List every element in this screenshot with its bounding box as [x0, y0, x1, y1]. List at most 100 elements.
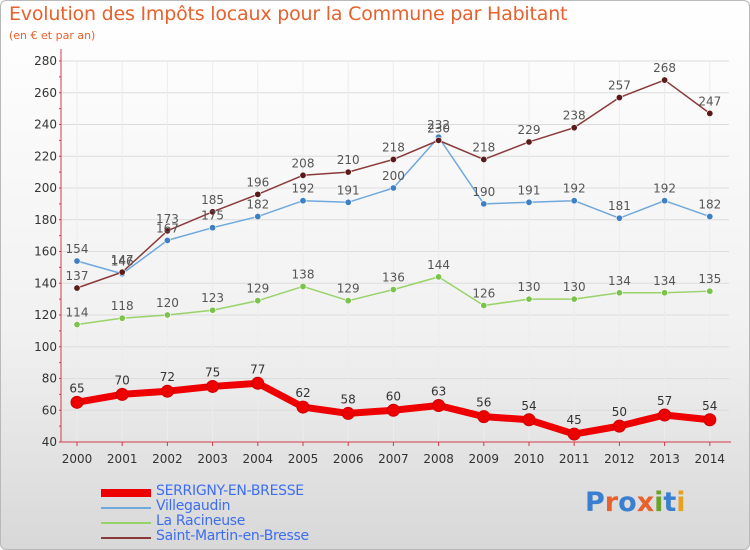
data-point-serrigny-en-bresse: [386, 403, 400, 417]
data-label-la-racineuse: 134: [608, 274, 631, 288]
data-label-la-racineuse: 134: [653, 274, 676, 288]
data-point-serrigny-en-bresse: [567, 427, 581, 441]
legend-swatch-serrigny: [101, 489, 151, 497]
y-tick-label: 180: [34, 213, 57, 227]
data-point-saint-martin-en-bresse: [299, 171, 307, 179]
y-tick-label: 220: [34, 149, 57, 163]
data-point-serrigny-en-bresse: [658, 408, 672, 422]
data-label-saint-martin-en-bresse: 268: [653, 61, 676, 75]
x-tick-label: 2004: [243, 452, 274, 466]
y-tick-label: 260: [34, 86, 57, 100]
data-label-villegaudin: 192: [563, 182, 586, 196]
x-tick-label: 2006: [333, 452, 364, 466]
data-label-serrigny-en-bresse: 72: [160, 370, 175, 384]
legend-item-saint-martin: Saint-Martin-en-Bresse: [101, 528, 361, 545]
data-labels: 114 118 120 123 129 138 129 136 144 126 130 130 134 1…: [66, 61, 722, 427]
data-point-la-racineuse: [163, 311, 171, 319]
y-tick-label: 40: [42, 435, 57, 449]
x-tick-label: 2003: [197, 452, 228, 466]
data-label-saint-martin-en-bresse: 238: [563, 109, 586, 123]
x-tick-label: 2013: [649, 452, 680, 466]
data-label-serrigny-en-bresse: 56: [476, 396, 491, 410]
data-point-saint-martin-en-bresse: [344, 168, 352, 176]
data-point-saint-martin-en-bresse: [389, 155, 397, 163]
data-label-la-racineuse: 138: [292, 267, 315, 281]
data-label-saint-martin-en-bresse: 218: [382, 140, 405, 154]
data-point-saint-martin-en-bresse: [570, 124, 578, 132]
data-label-villegaudin: 182: [698, 198, 721, 212]
data-point-la-racineuse: [706, 287, 714, 295]
x-tick-label: 2010: [514, 452, 545, 466]
data-label-serrigny-en-bresse: 58: [341, 392, 356, 406]
data-point-serrigny-en-bresse: [432, 398, 446, 412]
logo-letter: o: [618, 487, 637, 518]
data-label-la-racineuse: 129: [337, 282, 360, 296]
y-tick-label: 60: [42, 403, 57, 417]
legend-item-serrigny: SERRIGNY-EN-BRESSE: [101, 483, 361, 500]
data-label-la-racineuse: 118: [111, 299, 134, 313]
x-tick-label: 2002: [152, 452, 183, 466]
data-point-la-racineuse: [435, 273, 443, 281]
data-label-villegaudin: 191: [518, 183, 541, 197]
data-point-la-racineuse: [299, 282, 307, 290]
x-tick-label: 2009: [469, 452, 500, 466]
logo-letter: x: [636, 487, 655, 518]
data-point-serrigny-en-bresse: [251, 376, 265, 390]
data-label-serrigny-en-bresse: 54: [521, 399, 536, 413]
y-tick-label: 240: [34, 118, 57, 132]
data-point-saint-martin-en-bresse: [254, 190, 262, 198]
y-tick-label: 100: [34, 340, 57, 354]
data-label-saint-martin-en-bresse: 185: [201, 193, 224, 207]
data-label-villegaudin: 192: [653, 182, 676, 196]
data-label-villegaudin: 191: [337, 183, 360, 197]
y-tick-label: 200: [34, 181, 57, 195]
data-label-saint-martin-en-bresse: 257: [608, 79, 631, 93]
y-tick-label: 280: [34, 54, 57, 68]
data-point-villegaudin: [254, 213, 262, 221]
data-point-villegaudin: [480, 200, 488, 208]
data-label-serrigny-en-bresse: 57: [657, 394, 672, 408]
data-label-la-racineuse: 144: [427, 258, 450, 272]
chart-subtitle: (en € et par an): [9, 29, 96, 42]
data-point-saint-martin-en-bresse: [525, 138, 533, 146]
data-label-saint-martin-en-bresse: 247: [698, 94, 721, 108]
axes: 40 60 80 100 120 140 160 180 200 220 240 260 280 2000…: [34, 49, 731, 466]
logo-letter: P: [585, 487, 605, 518]
y-tick-label: 120: [34, 308, 57, 322]
data-point-saint-martin-en-bresse: [480, 155, 488, 163]
y-tick-label: 140: [34, 276, 57, 290]
data-label-serrigny-en-bresse: 62: [295, 386, 310, 400]
data-label-saint-martin-en-bresse: 229: [518, 123, 541, 137]
data-label-serrigny-en-bresse: 54: [702, 399, 717, 413]
data-label-la-racineuse: 120: [156, 296, 179, 310]
data-point-saint-martin-en-bresse: [435, 136, 443, 144]
data-label-saint-martin-en-bresse: 230: [427, 121, 450, 135]
x-tick-label: 2008: [423, 452, 454, 466]
data-label-saint-martin-en-bresse: 173: [156, 212, 179, 226]
data-point-saint-martin-en-bresse: [73, 284, 81, 292]
data-label-saint-martin-en-bresse: 137: [66, 269, 89, 283]
data-point-saint-martin-en-bresse: [118, 268, 126, 276]
legend-swatch-saint-martin: [101, 537, 151, 539]
data-point-saint-martin-en-bresse: [615, 94, 623, 102]
data-label-serrigny-en-bresse: 50: [612, 405, 627, 419]
legend-item-la-racineuse: La Racineuse: [101, 513, 361, 530]
data-point-saint-martin-en-bresse: [209, 208, 217, 216]
data-point-saint-martin-en-bresse: [661, 76, 669, 84]
data-point-villegaudin: [299, 197, 307, 205]
logo-letter: i: [654, 487, 664, 518]
data-point-serrigny-en-bresse: [296, 400, 310, 414]
data-label-serrigny-en-bresse: 77: [250, 362, 265, 376]
data-point-la-racineuse: [661, 289, 669, 297]
data-point-la-racineuse: [209, 306, 217, 314]
x-tick-label: 2012: [604, 452, 635, 466]
data-point-villegaudin: [344, 198, 352, 206]
legend-label-la-racineuse: La Racineuse: [156, 513, 246, 529]
x-tick-label: 2011: [559, 452, 590, 466]
data-point-la-racineuse: [344, 297, 352, 305]
data-label-saint-martin-en-bresse: 147: [111, 253, 134, 267]
data-label-villegaudin: 181: [608, 199, 631, 213]
data-label-la-racineuse: 135: [698, 272, 721, 286]
x-tick-label: 2014: [695, 452, 726, 466]
data-point-serrigny-en-bresse: [522, 413, 536, 427]
